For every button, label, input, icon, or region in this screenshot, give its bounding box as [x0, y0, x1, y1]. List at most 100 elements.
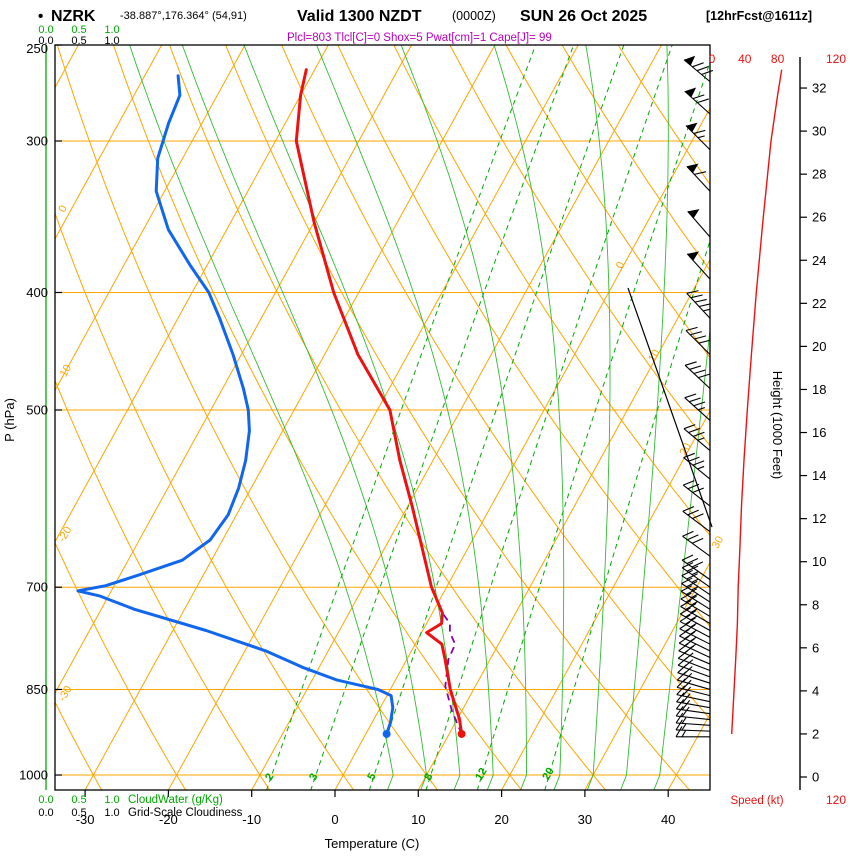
height-tick-label: 30: [812, 124, 826, 139]
barb-full: [698, 303, 711, 308]
station-coords: -38.887°,176.364° (54,91): [120, 10, 247, 22]
mixing-ratio-line: [368, 45, 625, 790]
isotherm-label-right: 20: [678, 441, 694, 458]
barb-full: [687, 483, 700, 490]
barb-full: [692, 460, 705, 466]
height-tick-label: 6: [812, 640, 819, 655]
speed-tick-label: 80: [771, 52, 785, 66]
wind-barb: [676, 685, 711, 703]
speed-axis-title: Speed (kt): [730, 795, 783, 807]
mixing-ratio-line: [425, 45, 673, 790]
barb-full: [690, 331, 702, 336]
wind-barb: [675, 699, 711, 715]
speed-tick-label: 120: [826, 52, 846, 66]
wind-barb: [682, 530, 711, 557]
barb-full: [683, 480, 695, 486]
barb-full: [685, 326, 698, 332]
moist-adiabat-line: [129, 45, 394, 790]
barb-staff: [684, 397, 711, 421]
mixing-ratio-line: [544, 239, 710, 790]
axes: [45, 44, 807, 797]
barb-full: [684, 624, 696, 632]
isotherm-line: [55, 45, 412, 695]
barb-staff: [681, 583, 711, 603]
barb-half: [691, 593, 698, 599]
cloudwater-scale-label: 0.5: [71, 794, 86, 806]
dry-adiabat-line: [56, 45, 439, 790]
cloudiness-scale-label: 1.0: [104, 807, 119, 819]
barb-full: [686, 557, 699, 565]
dry-adiabat-line: [55, 211, 355, 790]
barb-staff: [683, 428, 711, 451]
wind-barb: [685, 326, 711, 355]
barb-full: [686, 573, 698, 580]
barb-full: [676, 685, 686, 695]
dry-adiabat-line: [393, 45, 710, 537]
isotherm-line: [417, 258, 710, 790]
barb-staff: [686, 165, 711, 192]
cloudwater-scale-label: 0.0: [38, 24, 53, 36]
height-tick-label: 24: [812, 253, 826, 268]
height-tick-label: 26: [812, 210, 826, 225]
dry-adiabat-line: [337, 45, 710, 628]
barb-pennant: [684, 87, 697, 98]
barb-full: [684, 361, 697, 366]
barb-full: [676, 692, 685, 703]
dry-adiabat-line: [55, 701, 103, 790]
moist-adiabat-line: [316, 45, 494, 790]
barb-staff: [676, 701, 711, 709]
barb-half: [691, 586, 699, 591]
valid-utc: (0000Z): [452, 9, 496, 23]
barb-pennant: [687, 251, 699, 261]
pressure-tick-label: 700: [26, 580, 48, 595]
isotherm-line: [167, 45, 579, 790]
barb-full: [687, 534, 699, 541]
barb-full: [691, 561, 704, 568]
barb-full: [683, 659, 694, 668]
temperature-tick-label: 30: [578, 812, 592, 827]
barb-half: [690, 622, 697, 628]
barb-staff: [677, 672, 711, 684]
forecast-tag: [12hrFcst@1611z]: [706, 9, 812, 23]
barb-pennant: [686, 122, 698, 132]
upper-right-boundary-line: [627, 287, 713, 528]
cloudwater-scale-label: 1.0: [104, 24, 119, 36]
barb-full: [679, 607, 691, 615]
sounding-indices-line: Plcl=803 Tlcl[C]=0 Shox=5 Pwat[cm]=1 Cap…: [287, 32, 552, 44]
wind-barb: [679, 614, 711, 638]
tick-labels: 0 40 80 12012002468101214161820222426283032…: [19, 24, 846, 827]
cloudiness-scale-label: 0.5: [71, 807, 86, 819]
barb-staff: [679, 628, 711, 645]
wind-barb: [684, 393, 711, 421]
barb-full: [683, 452, 695, 459]
pressure-tick-label: 500: [26, 403, 48, 418]
barb-full: [683, 652, 694, 661]
barb-full: [694, 298, 707, 303]
barb-full: [693, 401, 706, 407]
barb-full: [694, 335, 707, 340]
barb-full: [679, 614, 691, 622]
barb-staff: [678, 657, 711, 672]
dry-adiabat-label: -10: [56, 363, 74, 383]
barb-staff: [676, 708, 711, 715]
barb-pennant: [684, 55, 696, 66]
temperature-axis-title: Temperature (C): [325, 836, 420, 851]
barb-full: [675, 699, 685, 710]
station-name: NZRK: [51, 8, 96, 25]
barb-full: [684, 617, 696, 625]
moist-adiabat-line: [585, 45, 611, 790]
barb-half: [697, 437, 705, 441]
barb-full: [682, 679, 692, 690]
temperature-tick-label: 0: [331, 812, 338, 827]
dry-adiabat-line: [225, 45, 691, 790]
barb-full: [686, 565, 699, 572]
isotherm-label-right: 30: [710, 534, 726, 551]
barb-half: [681, 723, 687, 731]
barb-full: [680, 585, 693, 592]
mixing-ratio-line: [310, 45, 575, 790]
mixing-ratio-label: 12: [473, 766, 490, 783]
dewpoint-curve: [76, 74, 395, 736]
barb-staff: [683, 457, 711, 480]
